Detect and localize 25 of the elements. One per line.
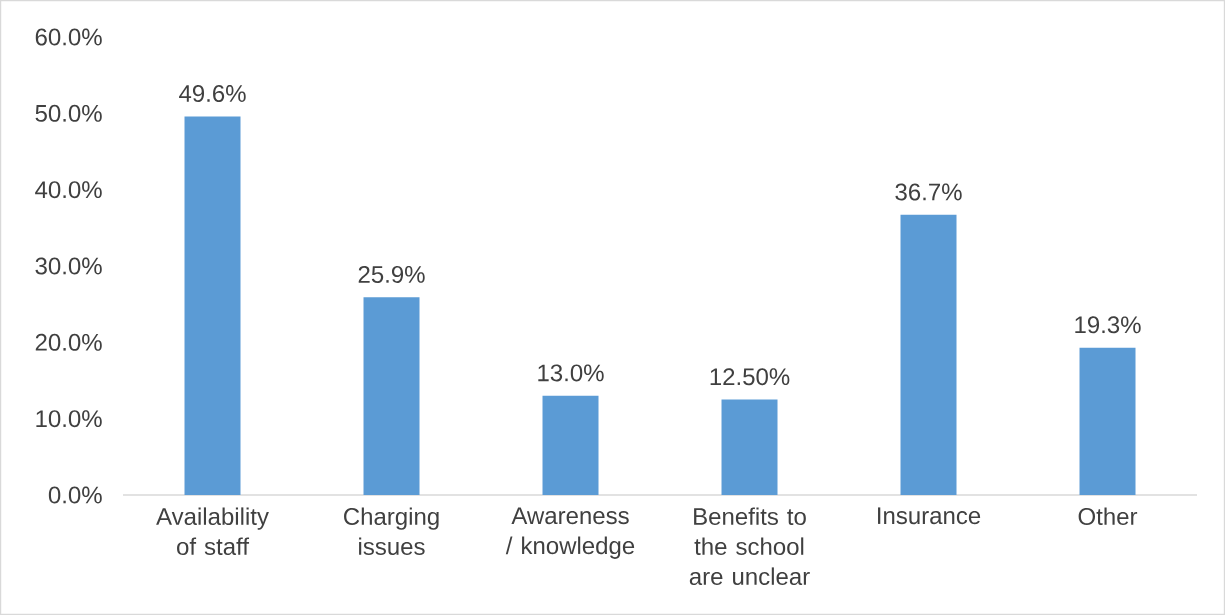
bar [1079, 347, 1136, 495]
x-tick-label: Charging issues [344, 507, 439, 556]
bar [721, 399, 778, 495]
bar [184, 116, 241, 495]
data-label: 49.6% [179, 85, 246, 103]
x-tick-label: Awareness / knowledge [505, 507, 635, 559]
x-tick-label: Other [1078, 507, 1138, 526]
bar [900, 214, 957, 495]
data-label: 25.9% [358, 265, 425, 283]
x-tick-label: Insurance [878, 507, 981, 525]
y-tick-label: 60.0% [35, 28, 102, 46]
x-tick-label: Benefits to the school are unclear [689, 507, 810, 586]
y-tick-label: 10.0% [36, 410, 102, 428]
bar [363, 297, 420, 495]
data-label: 19.3% [1075, 316, 1141, 334]
y-tick-label: 20.0% [35, 333, 102, 351]
data-label: 13.0% [538, 364, 604, 382]
y-tick-label: 0.0% [48, 486, 102, 504]
bar [542, 395, 599, 495]
y-tick-label: 50.0% [35, 104, 102, 122]
data-label: 36.7% [895, 183, 962, 201]
x-tick-label: Availability of staff [156, 507, 269, 556]
data-label: 12.50% [710, 368, 790, 386]
y-tick-label: 30.0% [35, 257, 102, 275]
y-tick-label: 40.0% [35, 181, 102, 199]
